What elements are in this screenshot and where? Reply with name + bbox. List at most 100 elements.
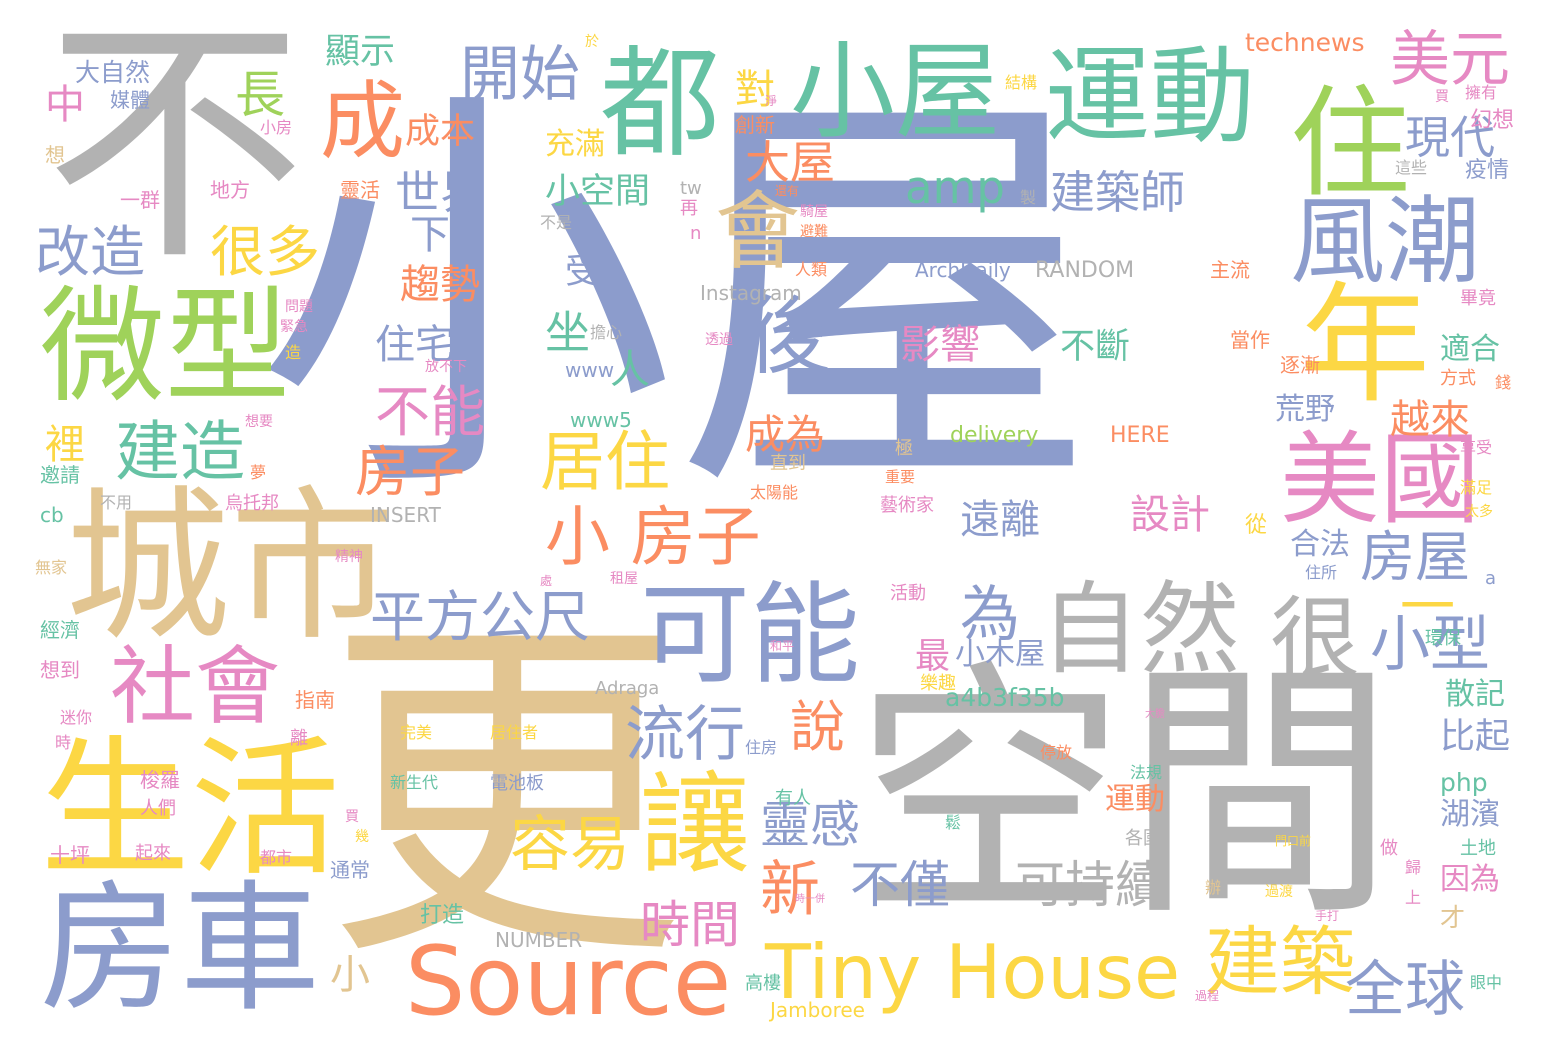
cloud-word: 風潮 bbox=[1290, 187, 1481, 297]
cloud-word: 土地 bbox=[1460, 838, 1496, 859]
cloud-word: 活動 bbox=[890, 583, 926, 604]
cloud-word: 歸 bbox=[1405, 858, 1422, 877]
cloud-word: 夢 bbox=[250, 463, 267, 482]
cloud-word: 可持續 bbox=[1015, 856, 1165, 914]
cloud-word: 主流 bbox=[1210, 258, 1250, 282]
cloud-word: 過渡 bbox=[1265, 884, 1293, 900]
cloud-word: 人 bbox=[610, 347, 650, 393]
cloud-word: technews bbox=[1245, 28, 1365, 57]
cloud-word: HERE bbox=[1110, 423, 1170, 448]
cloud-word: 想到 bbox=[40, 658, 80, 682]
cloud-word: 美國 bbox=[1280, 421, 1480, 538]
cloud-word: 趨勢 bbox=[400, 262, 480, 308]
cloud-word: 電池板 bbox=[490, 773, 544, 794]
cloud-word: 遠離 bbox=[960, 497, 1040, 543]
cloud-word: 世界 bbox=[395, 166, 486, 219]
cloud-word: 更 bbox=[325, 585, 685, 1004]
cloud-word: 下 bbox=[410, 212, 450, 258]
cloud-word: 小屋 bbox=[255, 55, 1095, 544]
cloud-word: 現代 bbox=[1405, 111, 1496, 164]
cloud-word: ArchDaily bbox=[915, 258, 1011, 282]
cloud-word: 說 bbox=[790, 695, 846, 759]
cloud-word: a4b3f35b bbox=[945, 683, 1065, 712]
cloud-word: amp bbox=[905, 161, 1005, 214]
cloud-word: 新生代 bbox=[390, 773, 439, 792]
cloud-word: 於 bbox=[585, 34, 599, 50]
cloud-word: 小 房子 bbox=[545, 500, 761, 575]
cloud-word: 靈活 bbox=[340, 178, 380, 202]
cloud-word: 小型 bbox=[1370, 610, 1490, 680]
cloud-word: 藝術家 bbox=[880, 495, 934, 516]
cloud-word: 買 bbox=[1435, 89, 1449, 105]
cloud-word: 合法 bbox=[1290, 527, 1350, 562]
cloud-word: 從 bbox=[1245, 513, 1268, 538]
cloud-word: 對 bbox=[735, 67, 775, 113]
cloud-word: 製 bbox=[1020, 188, 1037, 207]
cloud-word: 避難 bbox=[800, 224, 828, 240]
cloud-word: 太陽能 bbox=[750, 483, 799, 502]
cloud-word: 騎屋 bbox=[800, 204, 828, 220]
cloud-word: 社會 bbox=[110, 638, 281, 737]
cloud-word: 精神 bbox=[335, 549, 363, 565]
cloud-word: 再 bbox=[680, 198, 698, 219]
cloud-word: 直到 bbox=[770, 453, 806, 474]
cloud-word: 媒體 bbox=[110, 88, 150, 112]
cloud-word: 很多 bbox=[210, 220, 321, 284]
cloud-word: RANDOM bbox=[1035, 258, 1135, 283]
cloud-word: 開始 bbox=[460, 40, 580, 110]
cloud-word: 不斷 bbox=[1060, 327, 1131, 367]
cloud-word: 後 bbox=[745, 288, 831, 387]
cloud-word: 經濟 bbox=[40, 618, 80, 642]
cloud-word: 和平 bbox=[770, 639, 795, 653]
cloud-word: 小空間 bbox=[545, 172, 651, 212]
cloud-word: Adraga bbox=[595, 678, 660, 699]
cloud-word: 房子 bbox=[355, 440, 466, 504]
cloud-word: INSERT bbox=[370, 503, 441, 527]
cloud-word: 年 bbox=[1300, 269, 1431, 421]
cloud-word: 大屋 bbox=[745, 136, 836, 189]
cloud-word: 透過 bbox=[705, 332, 733, 348]
cloud-word: 最 bbox=[915, 637, 951, 677]
cloud-word: php bbox=[1440, 768, 1488, 797]
cloud-word: Source bbox=[405, 927, 732, 1037]
cloud-word: 全球 bbox=[1345, 955, 1465, 1025]
cloud-word: 不僅 bbox=[850, 856, 950, 914]
cloud-word: 租屋 bbox=[610, 571, 638, 587]
cloud-word: 微型 bbox=[40, 275, 290, 420]
cloud-word: 大膽 bbox=[1145, 709, 1165, 720]
cloud-word: 住 bbox=[1290, 75, 1410, 214]
cloud-word: 自然 bbox=[1040, 571, 1240, 688]
cloud-word: 當作 bbox=[1230, 328, 1270, 352]
cloud-word: www bbox=[565, 358, 615, 382]
cloud-word: 梭羅 bbox=[140, 768, 180, 792]
cloud-word: 平方公尺 bbox=[370, 585, 591, 649]
cloud-word: 幻想 bbox=[1470, 108, 1515, 133]
cloud-word: 緊急 bbox=[280, 319, 308, 335]
cloud-word: 中 bbox=[45, 82, 85, 128]
cloud-word: tw bbox=[680, 178, 702, 199]
cloud-word: 成 bbox=[320, 73, 406, 172]
cloud-word: 各國 bbox=[1125, 828, 1161, 849]
cloud-word: 人們 bbox=[140, 798, 176, 819]
cloud-word: 錢 bbox=[1495, 373, 1512, 392]
cloud-word: 停放 bbox=[1040, 743, 1073, 762]
cloud-word: 適合 bbox=[1440, 332, 1500, 367]
cloud-word: 生活 bbox=[40, 723, 341, 897]
cloud-word: 時一併 bbox=[795, 894, 825, 905]
cloud-word: 受 bbox=[565, 252, 601, 292]
cloud-word: 起來 bbox=[135, 843, 171, 864]
cloud-word: 迷你 bbox=[60, 708, 93, 727]
cloud-word: 住宅 bbox=[375, 322, 455, 368]
cloud-word: 一 bbox=[1400, 575, 1456, 639]
cloud-word: 上 bbox=[1405, 888, 1422, 907]
cloud-word: 眼中 bbox=[1470, 973, 1503, 992]
cloud-word: 建造 bbox=[115, 415, 246, 490]
cloud-word: 想 bbox=[45, 143, 65, 167]
cloud-word: 美元 bbox=[1390, 25, 1510, 95]
cloud-word: 門口前 bbox=[1275, 834, 1312, 848]
cloud-word: 想要 bbox=[245, 414, 273, 430]
cloud-word: 空間 bbox=[855, 637, 1395, 952]
cloud-word: 流行 bbox=[625, 700, 745, 770]
cloud-word: 不能 bbox=[375, 380, 486, 444]
cloud-word: 一群 bbox=[120, 188, 160, 212]
